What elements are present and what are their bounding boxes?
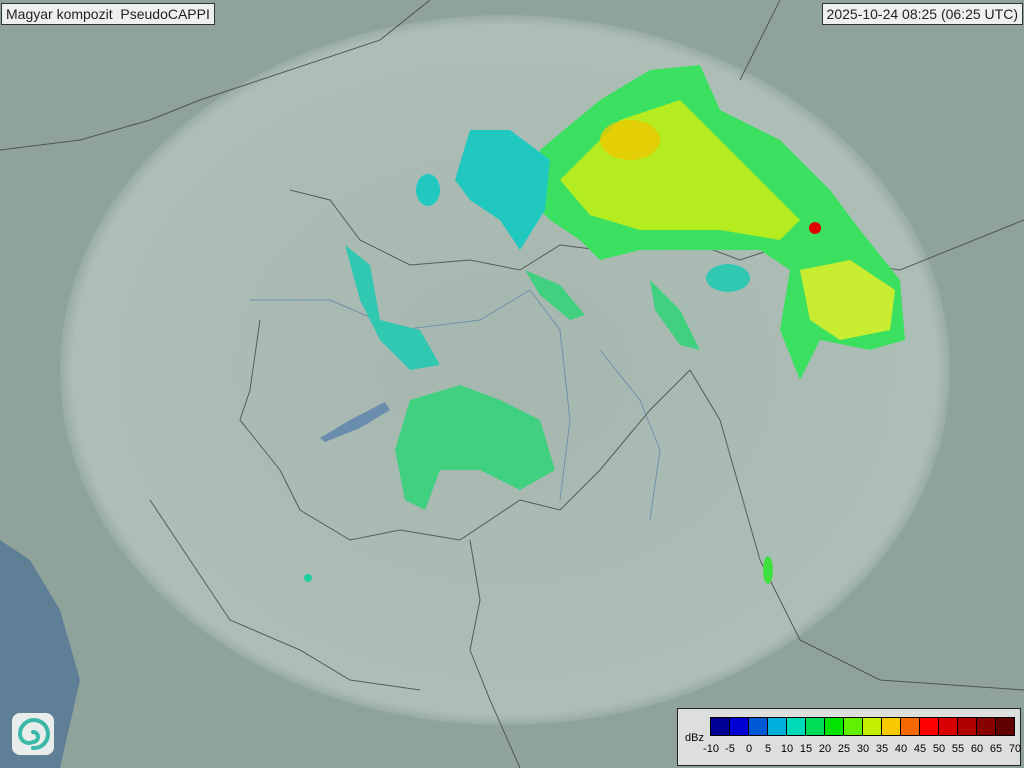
adriatic-sea [0,540,80,768]
legend-bin [787,718,806,735]
legend-tick-label: 70 [1008,743,1022,755]
radar-coverage [60,15,950,725]
echo-cell [395,385,555,510]
legend-bin [730,718,749,735]
echo-cell [600,120,660,160]
precipitation-echoes [304,65,905,584]
legend-bin [749,718,768,735]
legend-unit: dBz [685,732,704,744]
dbz-color-legend: dBz -10 -5 0 5 10 15 20 25 30 35 40 45 50 55 60 65 70 [677,708,1021,766]
legend-tick-label: 35 [875,743,889,755]
legend-tick-label: 0 [745,743,753,755]
legend-tick-label: 55 [951,743,965,755]
echo-cell [650,280,700,350]
legend-tick-label: 65 [989,743,1003,755]
legend-tick-label: 30 [856,743,870,755]
legend-bin [920,718,939,735]
legend-bin [806,718,825,735]
legend-tick-label: -10 [703,743,719,755]
echo-cell [525,270,585,320]
legend-bin [996,718,1014,735]
echo-cell [345,245,440,370]
legend-bin [939,718,958,735]
legend-bin [825,718,844,735]
legend-tick-label: 25 [837,743,851,755]
legend-bin [901,718,920,735]
legend-bin [977,718,996,735]
echo-cell [800,260,895,340]
legend-tick-label: 50 [932,743,946,755]
legend-tick-label: 45 [913,743,927,755]
echo-cell [455,130,550,250]
timestamp: 2025-10-24 08:25 (06:25 UTC) [821,3,1023,25]
legend-bin [844,718,863,735]
legend-bin [768,718,787,735]
legend-tick-label: 5 [764,743,772,755]
legend-tick-label: 15 [799,743,813,755]
lake-balaton [320,402,390,442]
legend-color-bar [710,717,1015,736]
legend-bin [711,718,730,735]
legend-tick-label: 60 [970,743,984,755]
legend-tick-label: 20 [818,743,832,755]
echo-cell [763,556,773,584]
product-title: Magyar kompozit PseudoCAPPI [1,3,215,25]
echo-cell [809,222,821,234]
legend-bin [863,718,882,735]
legend-tick-label: 40 [894,743,908,755]
legend-tick-label: -5 [725,743,735,755]
swirl-logo-icon[interactable] [12,713,54,755]
echo-cell [416,174,440,206]
rivers [250,289,661,521]
legend-bin [958,718,977,735]
legend-bin [882,718,901,735]
echo-cell [304,574,312,582]
echo-cell [706,264,750,292]
legend-tick-label: 10 [780,743,794,755]
